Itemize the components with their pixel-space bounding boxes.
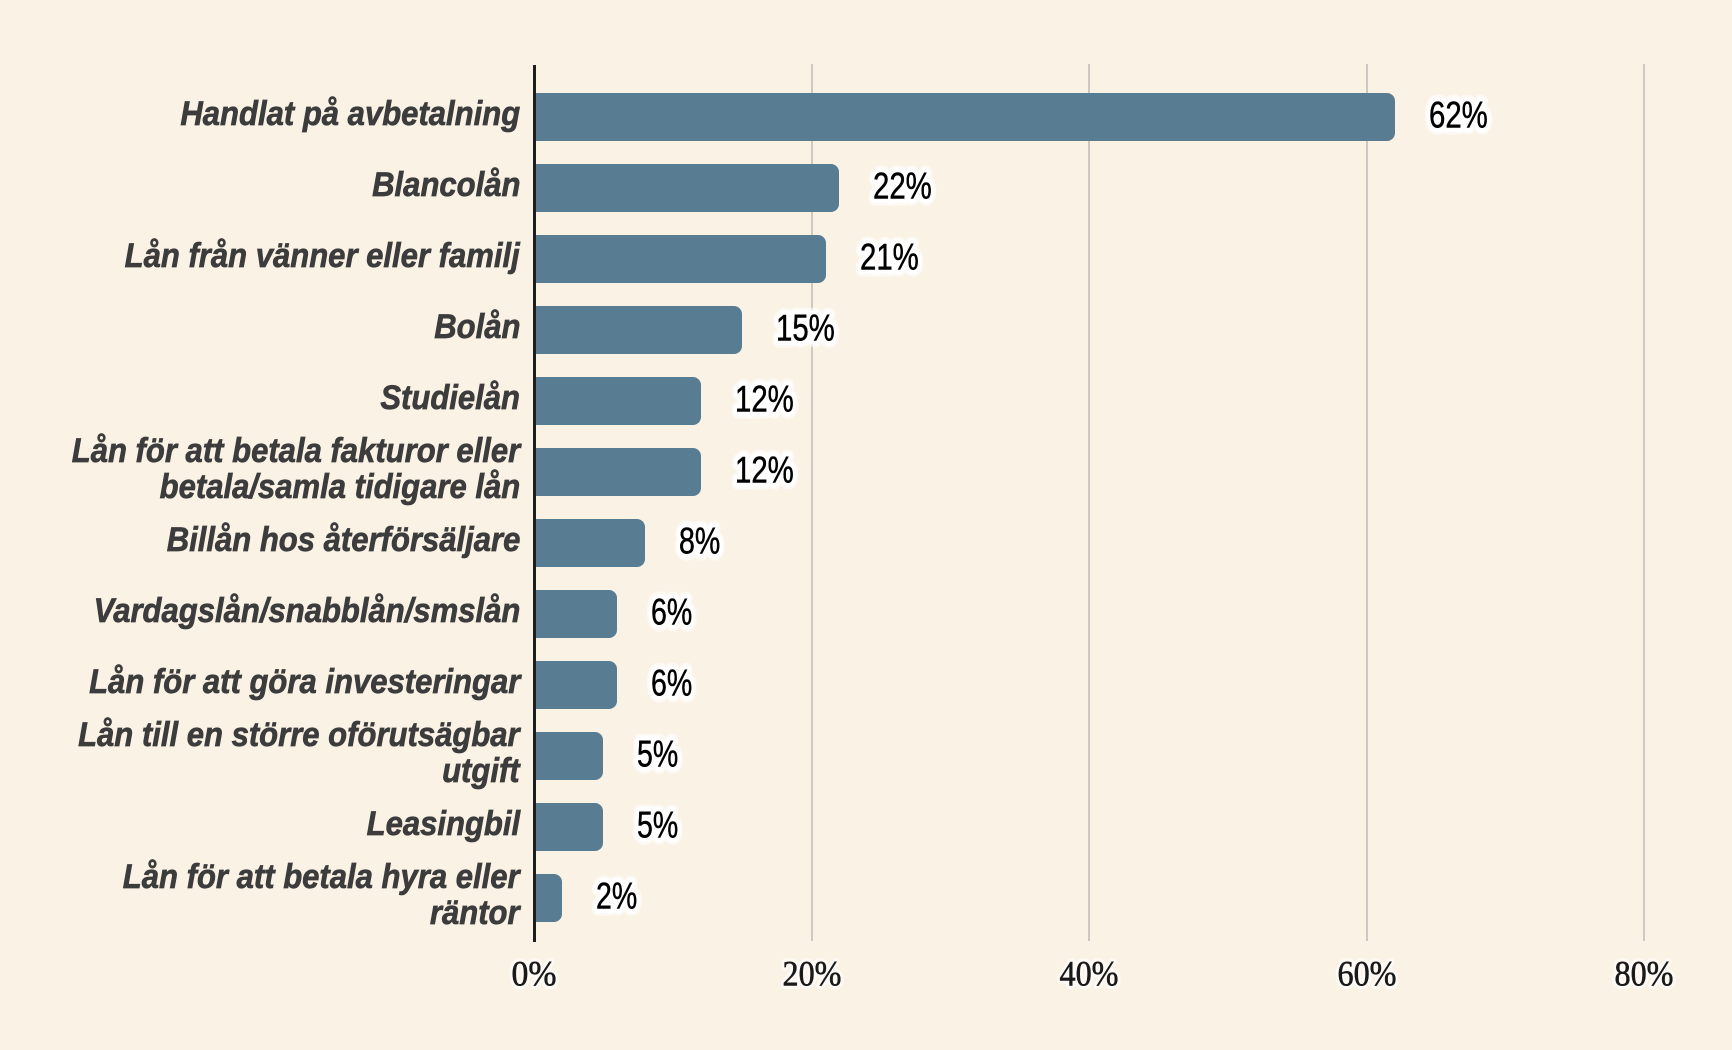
svg-text:6%: 6%: [651, 591, 692, 632]
svg-text:6%: 6%: [651, 591, 692, 632]
svg-text:21%: 21%: [860, 236, 919, 277]
svg-text:62%: 62%: [1429, 94, 1488, 135]
svg-text:5%: 5%: [637, 804, 678, 845]
svg-text:20%: 20%: [782, 954, 841, 994]
svg-text:80%: 80%: [1615, 954, 1674, 994]
svg-text:21%: 21%: [860, 236, 919, 277]
svg-text:5%: 5%: [637, 733, 678, 774]
svg-text:5%: 5%: [637, 733, 678, 774]
svg-text:60%: 60%: [1337, 954, 1396, 994]
svg-text:12%: 12%: [735, 449, 794, 490]
svg-text:40%: 40%: [1060, 954, 1119, 994]
svg-text:15%: 15%: [776, 307, 835, 348]
svg-text:8%: 8%: [679, 520, 720, 561]
svg-text:6%: 6%: [651, 662, 692, 703]
svg-text:2%: 2%: [596, 875, 637, 916]
svg-text:22%: 22%: [873, 165, 932, 206]
svg-text:62%: 62%: [1429, 94, 1488, 135]
svg-text:15%: 15%: [776, 307, 835, 348]
svg-text:62%: 62%: [1429, 94, 1488, 135]
svg-text:22%: 22%: [873, 165, 932, 206]
svg-text:80%: 80%: [1615, 954, 1674, 994]
svg-text:6%: 6%: [651, 662, 692, 703]
svg-text:5%: 5%: [637, 733, 678, 774]
svg-text:40%: 40%: [1060, 954, 1119, 994]
svg-text:12%: 12%: [735, 449, 794, 490]
svg-text:6%: 6%: [651, 591, 692, 632]
svg-text:0%: 0%: [512, 954, 557, 994]
svg-text:15%: 15%: [776, 307, 835, 348]
svg-text:8%: 8%: [679, 520, 720, 561]
svg-text:12%: 12%: [735, 378, 794, 419]
svg-text:6%: 6%: [651, 662, 692, 703]
svg-text:0%: 0%: [512, 954, 557, 994]
svg-text:2%: 2%: [596, 875, 637, 916]
svg-text:5%: 5%: [637, 804, 678, 845]
svg-text:8%: 8%: [679, 520, 720, 561]
svg-text:22%: 22%: [873, 165, 932, 206]
svg-text:12%: 12%: [735, 378, 794, 419]
svg-text:21%: 21%: [860, 236, 919, 277]
svg-text:60%: 60%: [1337, 954, 1396, 994]
svg-text:12%: 12%: [735, 449, 794, 490]
svg-text:20%: 20%: [782, 954, 841, 994]
svg-text:12%: 12%: [735, 378, 794, 419]
svg-text:2%: 2%: [596, 875, 637, 916]
svg-text:5%: 5%: [637, 804, 678, 845]
